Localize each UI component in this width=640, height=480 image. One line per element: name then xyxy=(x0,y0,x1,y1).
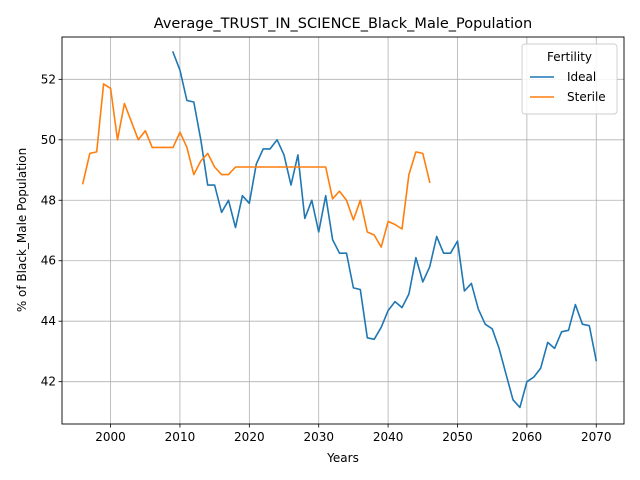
x-tick-label: 2030 xyxy=(303,430,334,444)
legend-title: Fertility xyxy=(547,50,592,64)
y-tick-label: 46 xyxy=(41,254,56,268)
x-axis-title: Years xyxy=(326,451,359,465)
y-tick-label: 44 xyxy=(41,314,56,328)
x-tick-label: 2050 xyxy=(442,430,473,444)
x-tick-label: 2020 xyxy=(234,430,265,444)
chart-title: Average_TRUST_IN_SCIENCE_Black_Male_Popu… xyxy=(154,16,532,32)
y-tick-label: 42 xyxy=(41,375,56,389)
x-tick-label: 2060 xyxy=(512,430,543,444)
y-tick-label: 48 xyxy=(41,193,56,207)
y-tick-label: 50 xyxy=(41,133,56,147)
x-tick-label: 2040 xyxy=(373,430,404,444)
x-tick-label: 2000 xyxy=(95,430,126,444)
legend-label-sterile: Sterile xyxy=(567,90,606,104)
legend: Fertility Ideal Sterile xyxy=(522,44,617,114)
y-tick-label: 52 xyxy=(41,72,56,86)
legend-label-ideal: Ideal xyxy=(567,70,596,84)
x-tick-label: 2010 xyxy=(165,430,196,444)
x-tick-label: 2070 xyxy=(581,430,612,444)
y-axis-title: % of Black_Male Population xyxy=(15,148,29,312)
